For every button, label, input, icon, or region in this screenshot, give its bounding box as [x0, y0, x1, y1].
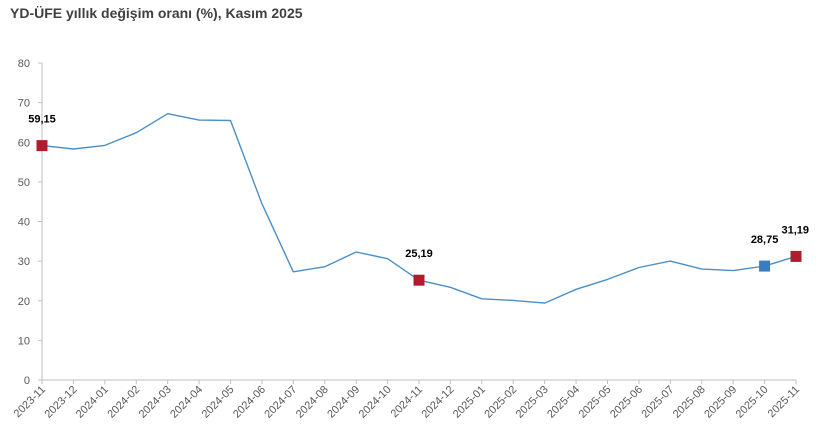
- x-tick-label: 2024-01: [74, 384, 111, 421]
- x-tick-label: 2025-01: [451, 384, 488, 421]
- x-tick-label: 2025-10: [734, 384, 771, 421]
- data-label: 59,15: [28, 114, 56, 126]
- y-tick-label: 40: [18, 217, 30, 229]
- x-tick-label: 2024-12: [420, 384, 457, 421]
- x-tick-label: 2025-04: [545, 384, 582, 421]
- x-tick-label: 2024-08: [294, 384, 331, 421]
- y-tick-label: 60: [18, 137, 30, 149]
- y-tick-label: 50: [18, 177, 30, 189]
- x-tick-label: 2025-08: [671, 384, 708, 421]
- highlight-marker: [759, 260, 771, 272]
- x-tick-label: 2025-06: [608, 384, 645, 421]
- data-label: 28,75: [751, 234, 779, 246]
- x-tick-label: 2025-09: [702, 384, 739, 421]
- x-tick-label: 2024-10: [357, 384, 394, 421]
- x-tick-label: 2025-03: [514, 384, 551, 421]
- x-tick-label: 2024-09: [325, 384, 362, 421]
- highlight-marker: [790, 250, 802, 262]
- x-tick-label: 2024-07: [262, 384, 299, 421]
- x-tick-label: 2024-06: [231, 384, 268, 421]
- y-tick-label: 80: [18, 58, 30, 70]
- x-tick-label: 2024-05: [200, 384, 237, 421]
- x-tick-label: 2024-04: [168, 384, 205, 421]
- y-tick-label: 20: [18, 296, 30, 308]
- x-tick-label: 2025-05: [577, 384, 614, 421]
- highlight-marker: [413, 274, 425, 286]
- data-label: 31,19: [781, 224, 809, 236]
- x-tick-label: 2024-11: [389, 384, 425, 420]
- x-tick-label: 2025-02: [482, 384, 519, 421]
- x-tick-label: 2025-07: [639, 384, 676, 421]
- y-tick-label: 30: [18, 256, 30, 268]
- x-tick-label: 2024-02: [105, 384, 142, 421]
- x-tick-label: 2025-11: [766, 384, 802, 420]
- chart-title: YD-ÜFE yıllık değişim oranı (%), Kasım 2…: [10, 5, 303, 21]
- x-tick-label: 2024-03: [137, 384, 174, 421]
- y-tick-label: 70: [18, 98, 30, 110]
- y-tick-label: 0: [24, 375, 30, 387]
- x-tick-label: 2023-11: [12, 384, 48, 420]
- y-tick-label: 10: [18, 335, 30, 347]
- data-label: 25,19: [405, 248, 433, 260]
- highlight-marker: [36, 140, 48, 152]
- x-tick-label: 2023-12: [43, 384, 80, 421]
